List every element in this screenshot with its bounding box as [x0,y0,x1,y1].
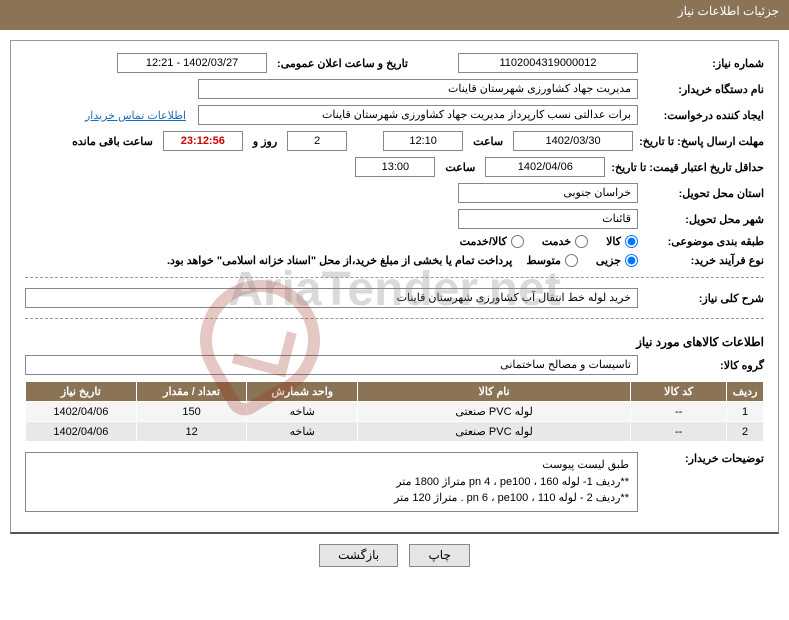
table-header: تعداد / مقدار [136,382,247,402]
radio-medium[interactable]: متوسط [526,254,578,267]
buyer-field: مدیریت جهاد کشاورزی شهرستان قاینات [198,79,638,99]
process-label: نوع فرآیند خرید: [644,254,764,267]
row-need-number: شماره نیاز: 1102004319000012 تاریخ و ساع… [25,53,764,73]
time-word-2: ساعت [441,161,479,174]
table-cell: لوله PVC صنعتی [358,422,631,442]
table-cell: 1 [727,402,764,422]
table-cell: 1402/04/06 [26,422,137,442]
table-cell: 150 [136,402,247,422]
goods-header: اطلاعات کالاهای مورد نیاز [25,329,764,355]
desc-field: خرید لوله خط انتقال آب کشاورزی شهرستان ق… [25,288,638,308]
table-header: نام کالا [358,382,631,402]
class-radios: کالا خدمت کالا/خدمت [460,235,638,248]
table-header: واحد شمارش [247,382,358,402]
remarks-label: توضیحات خریدار: [644,452,764,465]
table-cell: 2 [727,422,764,442]
requester-field: برات عدالتی نسب کارپرداز مدیریت جهاد کشا… [198,105,638,125]
radio-goods[interactable]: کالا [606,235,638,248]
contact-link[interactable]: اطلاعات تماس خریدار [85,109,186,122]
validity-label: حداقل تاریخ اعتبار قیمت: تا تاریخ: [611,161,764,174]
radio-service[interactable]: خدمت [542,235,588,248]
process-radios: جزیی متوسط [526,254,638,267]
row-group: گروه کالا: تاسیسات و مصالح ساختمانی [25,355,764,375]
validity-date: 1402/04/06 [485,157,605,177]
row-description: شرح کلی نیاز: خرید لوله خط انتقال آب کشا… [25,288,764,308]
group-label: گروه کالا: [644,359,764,372]
divider-1 [25,277,764,278]
province-label: استان محل تحویل: [644,187,764,200]
remaining-label: ساعت باقی مانده [68,135,157,148]
need-number-field: 1102004319000012 [458,53,638,73]
row-province: استان محل تحویل: خراسان جنوبی [25,183,764,203]
days-left: 2 [287,131,347,151]
button-bar: چاپ بازگشت [10,534,779,581]
divider-2 [25,318,764,319]
row-buyer: نام دستگاه خریدار: مدیریت جهاد کشاورزی ش… [25,79,764,99]
validity-time: 13:00 [355,157,435,177]
buyer-label: نام دستگاه خریدار: [644,83,764,96]
table-cell: -- [631,402,727,422]
table-header: ردیف [727,382,764,402]
table-cell: لوله PVC صنعتی [358,402,631,422]
row-city: شهر محل تحویل: قائنات [25,209,764,229]
row-deadline: مهلت ارسال پاسخ: تا تاریخ: 1402/03/30 سا… [25,131,764,151]
city-label: شهر محل تحویل: [644,213,764,226]
row-remarks: توضیحات خریدار: طبق لیست پیوست**ردیف 1- … [25,452,764,512]
goods-table: ردیفکد کالانام کالاواحد شمارشتعداد / مقد… [25,381,764,442]
header-spacer [0,22,789,30]
class-label: طبقه بندی موضوعی: [644,235,764,248]
table-header: کد کالا [631,382,727,402]
timer-field: 23:12:56 [163,131,243,151]
deadline-date: 1402/03/30 [513,131,633,151]
back-button[interactable]: بازگشت [319,544,398,567]
province-field: خراسان جنوبی [458,183,638,203]
city-field: قائنات [458,209,638,229]
table-cell: شاخه [247,402,358,422]
page-title: جزئیات اطلاعات نیاز [678,4,779,18]
remarks-box: طبق لیست پیوست**ردیف 1- لوله 160 ، pn 4 … [25,452,638,512]
radio-both[interactable]: کالا/خدمت [460,235,524,248]
content-frame: شماره نیاز: 1102004319000012 تاریخ و ساع… [10,40,779,534]
row-validity: حداقل تاریخ اعتبار قیمت: تا تاریخ: 1402/… [25,157,764,177]
deadline-label: مهلت ارسال پاسخ: تا تاریخ: [639,135,764,148]
radio-small[interactable]: جزیی [596,254,638,267]
table-cell: شاخه [247,422,358,442]
need-number-label: شماره نیاز: [644,57,764,70]
table-cell: 12 [136,422,247,442]
row-classification: طبقه بندی موضوعی: کالا خدمت کالا/خدمت [25,235,764,248]
table-row: 1--لوله PVC صنعتیشاخه1501402/04/06 [26,402,764,422]
table-cell: 1402/04/06 [26,402,137,422]
table-header: تاریخ نیاز [26,382,137,402]
row-requester: ایجاد کننده درخواست: برات عدالتی نسب کار… [25,105,764,125]
requester-label: ایجاد کننده درخواست: [644,109,764,122]
row-process: نوع فرآیند خرید: جزیی متوسط پرداخت تمام … [25,254,764,267]
announce-label: تاریخ و ساعت اعلان عمومی: [273,57,412,70]
table-row: 2--لوله PVC صنعتیشاخه121402/04/06 [26,422,764,442]
days-and: روز و [249,135,281,148]
table-cell: -- [631,422,727,442]
group-field: تاسیسات و مصالح ساختمانی [25,355,638,375]
announce-field: 1402/03/27 - 12:21 [117,53,267,73]
main-container: شماره نیاز: 1102004319000012 تاریخ و ساع… [0,30,789,591]
desc-label: شرح کلی نیاز: [644,292,764,305]
time-word-1: ساعت [469,135,507,148]
deadline-time: 12:10 [383,131,463,151]
page-header: جزئیات اطلاعات نیاز [0,0,789,22]
print-button[interactable]: چاپ [409,544,469,567]
process-note: پرداخت تمام یا بخشی از مبلغ خرید،از محل … [167,254,512,267]
